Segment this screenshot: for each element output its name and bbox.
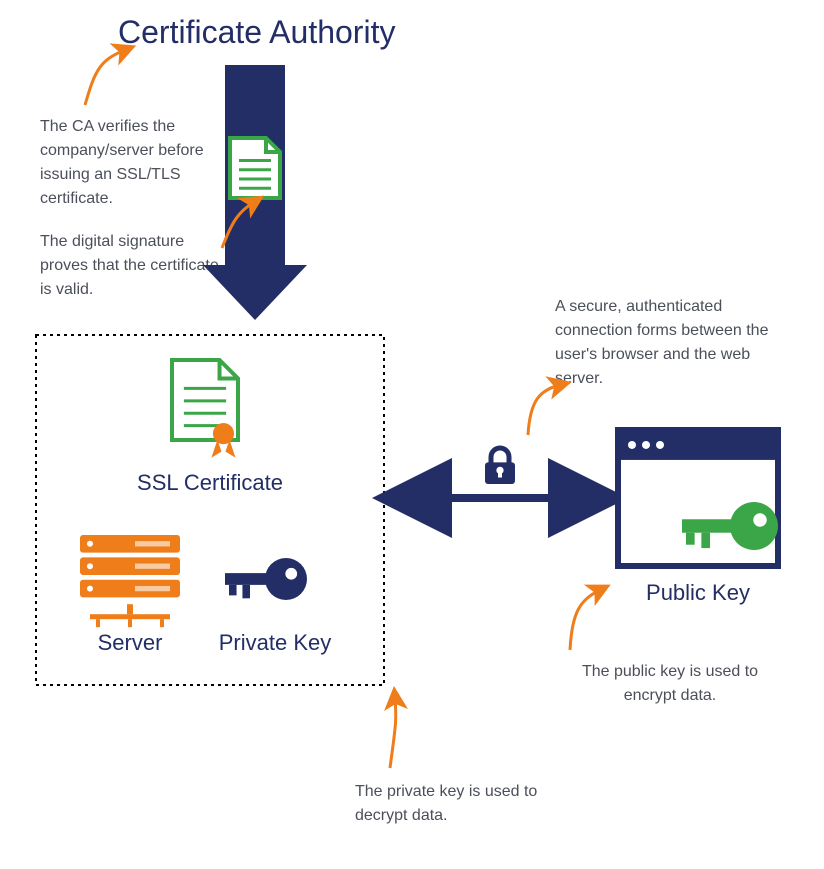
curved-arrow-icon <box>570 590 600 650</box>
private-key-icon <box>225 558 307 600</box>
certificate-icon-large <box>172 360 238 458</box>
curved-arrow-icon <box>390 698 396 768</box>
diagram-canvas <box>0 0 824 869</box>
curved-arrow-icon <box>85 50 125 105</box>
certificate-icon-small <box>230 138 280 198</box>
curved-arrow-icon <box>528 385 560 435</box>
server-icon <box>80 535 180 627</box>
lock-icon <box>485 448 515 484</box>
